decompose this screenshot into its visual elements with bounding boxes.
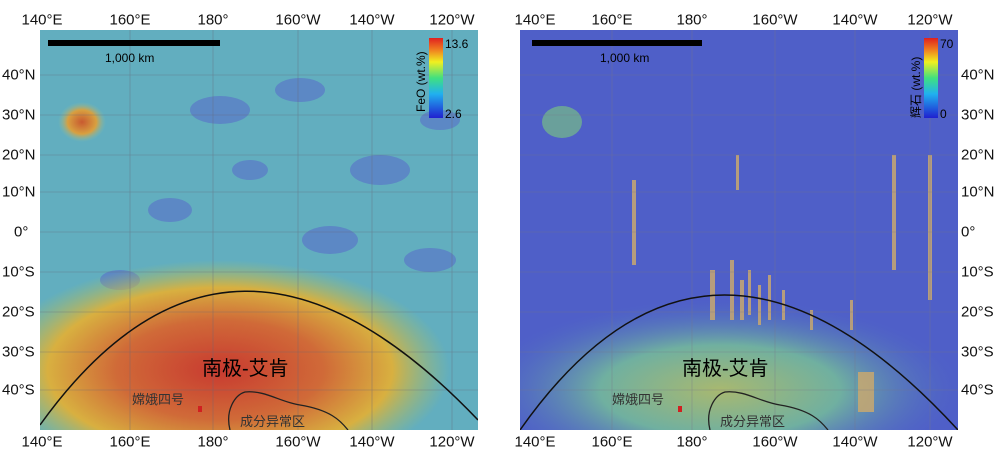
lon-label: 140°W — [349, 11, 395, 29]
lon-label: 180° — [197, 433, 229, 451]
lon-label: 180° — [676, 433, 708, 451]
lon-label: 140°W — [349, 433, 395, 451]
lon-label: 160°W — [275, 433, 321, 451]
lon-label: 140°E — [514, 11, 556, 29]
scale-label: 1,000 km — [105, 51, 154, 65]
scale-label: 1,000 km — [600, 51, 649, 65]
change4-site-marker — [198, 406, 202, 412]
anomaly-label: 成分异常区 — [720, 414, 785, 429]
lat-label: 0° — [14, 223, 29, 241]
site-label: 嫦娥四号 — [612, 392, 664, 407]
colorbar-min: 2.6 — [445, 107, 462, 121]
lat-label: 20°S — [961, 303, 994, 321]
lat-label: 10°N — [961, 183, 995, 201]
lat-label: 20°S — [2, 303, 35, 321]
lat-label: 10°N — [2, 183, 36, 201]
colorbar — [429, 38, 443, 118]
lat-label: 40°S — [961, 381, 994, 399]
region-label: 南极-艾肯 — [202, 357, 289, 380]
lon-label: 120°W — [907, 11, 953, 29]
lat-label: 40°S — [2, 381, 35, 399]
spa-high-feo — [40, 260, 450, 430]
lon-label: 140°E — [514, 433, 556, 451]
colorbar-max: 13.6 — [445, 37, 469, 51]
lat-label: 30°S — [961, 343, 994, 361]
change4-site-marker — [678, 406, 682, 412]
lon-label: 140°E — [21, 11, 63, 29]
lat-label: 10°S — [2, 263, 35, 281]
feo-map: 1,000 km 13.6 2.6 FeO (wt.%) 南极-艾肯 嫦娥四号 … — [40, 30, 478, 430]
spa-pyroxene-region — [520, 300, 958, 430]
lon-label: 120°W — [429, 433, 475, 451]
lon-label: 120°W — [429, 11, 475, 29]
lat-label: 20°N — [2, 146, 36, 164]
spa-boundary-arc — [40, 290, 478, 426]
region-label: 南极-艾肯 — [682, 357, 769, 380]
anomaly-boundary — [228, 391, 349, 430]
lat-label: 10°S — [961, 263, 994, 281]
lon-label: 160°E — [591, 11, 633, 29]
spa-boundary-arc — [520, 294, 958, 430]
lon-label: 160°E — [591, 433, 633, 451]
lon-label: 160°W — [752, 11, 798, 29]
graticule — [40, 30, 478, 430]
scale-bar — [532, 40, 702, 46]
lon-label: 140°W — [832, 11, 878, 29]
lon-label: 120°W — [907, 433, 953, 451]
colorbar-min: 0 — [940, 107, 947, 121]
lon-label: 140°W — [832, 433, 878, 451]
lat-label: 0° — [961, 223, 976, 241]
lat-label: 40°N — [961, 66, 995, 84]
pyroxene-spot — [542, 106, 582, 138]
pyroxene-map: 1,000 km 70 0 辉石 (wt.%) 南极-艾肯 嫦娥四号 成分异常区 — [520, 30, 958, 430]
colorbar-max: 70 — [940, 37, 954, 51]
lon-label: 180° — [197, 11, 229, 29]
lon-label: 180° — [676, 11, 708, 29]
colorbar — [924, 38, 938, 118]
lat-label: 30°S — [2, 343, 35, 361]
lat-label: 30°N — [961, 106, 995, 124]
lon-label: 160°E — [109, 433, 151, 451]
anomaly-boundary — [708, 391, 829, 430]
colorbar-label: 辉石 (wt.%) — [909, 57, 923, 118]
scale-bar — [48, 40, 220, 46]
site-label: 嫦娥四号 — [132, 392, 184, 407]
lat-label: 40°N — [2, 66, 36, 84]
lat-label: 30°N — [2, 106, 36, 124]
anomaly-label: 成分异常区 — [240, 414, 305, 429]
lat-label: 20°N — [961, 146, 995, 164]
lon-label: 160°W — [275, 11, 321, 29]
lon-label: 160°E — [109, 11, 151, 29]
lon-label: 140°E — [21, 433, 63, 451]
colorbar-label: FeO (wt.%) — [414, 51, 428, 112]
lon-label: 160°W — [752, 433, 798, 451]
high-feo-spot — [58, 102, 106, 142]
